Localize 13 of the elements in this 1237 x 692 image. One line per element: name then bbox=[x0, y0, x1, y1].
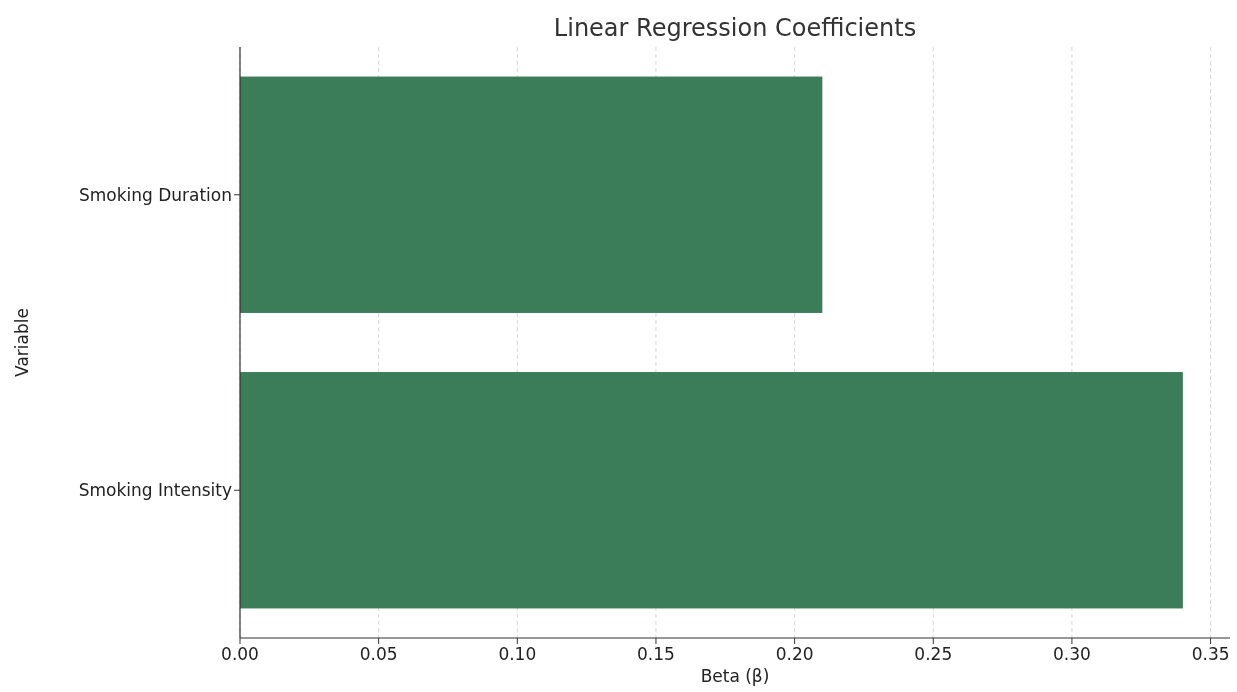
x-tick-label: 0.15 bbox=[637, 644, 675, 664]
x-axis-title: Beta (β) bbox=[700, 666, 770, 686]
x-tick-label: 0.30 bbox=[1053, 644, 1091, 664]
x-tick-label: 0.35 bbox=[1191, 644, 1230, 664]
y-tick-label: Smoking Duration bbox=[78, 184, 232, 205]
x-tick-label: 0.00 bbox=[221, 644, 259, 664]
x-tick-label: 0.25 bbox=[914, 644, 953, 664]
x-tick-label: 0.20 bbox=[775, 644, 814, 664]
x-tick-label: 0.05 bbox=[359, 644, 398, 664]
chart-title: Linear Regression Coefficients bbox=[553, 14, 917, 42]
y-axis-title: Variable bbox=[12, 308, 32, 377]
x-tick-label: 0.10 bbox=[498, 644, 537, 664]
y-tick-label: Smoking Intensity bbox=[78, 480, 232, 501]
